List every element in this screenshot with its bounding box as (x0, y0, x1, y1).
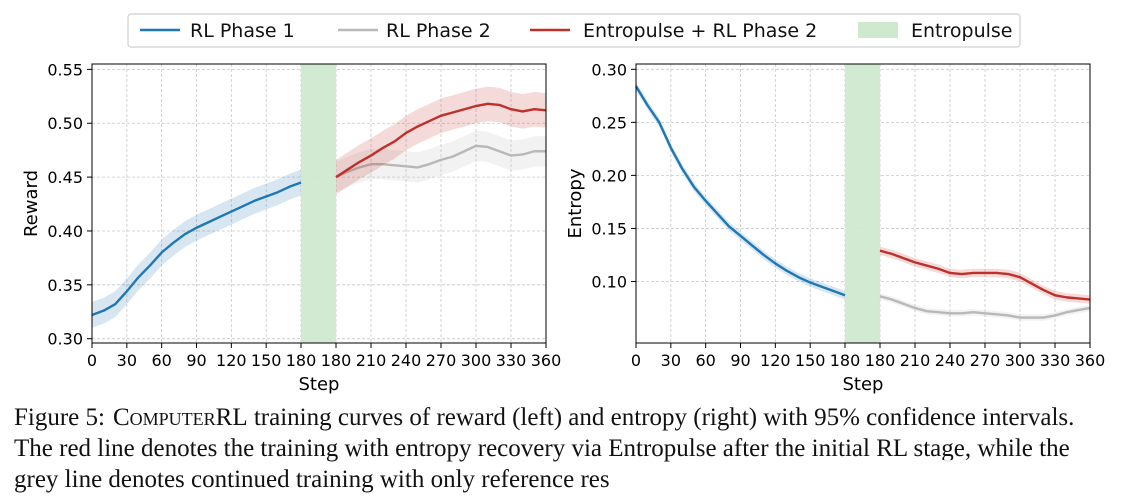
x-axis-label: Step (843, 374, 884, 395)
x-tick-label-9: 240 (935, 351, 966, 370)
legend-label-0: RL Phase 1 (190, 20, 295, 42)
y-tick-label-2: 0.20 (591, 166, 627, 185)
x-tick-label-5: 150 (795, 351, 826, 370)
x-tick-label-5: 150 (251, 351, 282, 370)
x-tick-label-13: 360 (531, 351, 562, 370)
y-tick-label-3: 0.45 (47, 168, 83, 187)
entropy-chart: 0.100.150.200.250.300 30 60 90 120 150 180 180 2… (565, 60, 1105, 395)
x-tick-label-0: 0 (87, 351, 97, 370)
reward-chart: 0.300.350.400.450.500.550 30 60 90 120 150 180… (21, 60, 561, 395)
x-tick-label-9: 240 (391, 351, 422, 370)
caption-text: training curves of reward (left) and ent… (14, 404, 1075, 493)
x-axis-label: Step (299, 374, 340, 395)
x-tick-label-8: 210 (356, 351, 387, 370)
series-entropulse-rl-phase-2 (879, 246, 1091, 304)
x-tick-label-10: 270 (426, 351, 457, 370)
legend-swatch-3 (858, 22, 898, 38)
x-tick-label-6: 180 (286, 351, 317, 370)
x-tick-label-0: 0 (631, 351, 641, 370)
x-tick-label-6: 180 (830, 351, 861, 370)
entropulse-region (301, 64, 336, 343)
x-tick-label-1: 30 (117, 351, 137, 370)
x-tick-label-3: 90 (730, 351, 750, 370)
axes-frame (91, 63, 547, 344)
legend: RL Phase 1 RL Phase 2 Entropulse + RL Phas… (127, 13, 1021, 48)
y-axis-label: Entropy (565, 168, 586, 238)
y-tick-label-1: 0.35 (47, 276, 83, 295)
confidence-band (880, 246, 1090, 304)
x-tick-label-7: 180 (865, 351, 896, 370)
series-rl-phase-2 (335, 130, 547, 193)
legend-label-1: RL Phase 2 (386, 20, 491, 42)
legend-frame (127, 13, 1021, 48)
x-tick-label-2: 60 (151, 351, 171, 370)
confidence-band (92, 169, 301, 328)
figure-caption: Figure 5: ComputerRL training curves of r… (14, 402, 1118, 495)
x-tick-label-4: 120 (760, 351, 791, 370)
x-tick-label-11: 300 (1005, 351, 1036, 370)
y-tick-label-3: 0.25 (591, 113, 627, 132)
x-tick-label-4: 120 (216, 351, 247, 370)
figure: RL Phase 1 RL Phase 2 Entropulse + RL Phas… (21, 13, 1105, 395)
x-tick-label-8: 210 (900, 351, 931, 370)
x-tick-label-2: 60 (695, 351, 715, 370)
y-axis-label: Reward (21, 170, 42, 237)
x-tick-label-10: 270 (970, 351, 1001, 370)
confidence-band (880, 293, 1090, 321)
y-tick-label-1: 0.15 (591, 219, 627, 238)
entropulse-region (845, 64, 880, 343)
y-tick-label-4: 0.50 (47, 114, 83, 133)
y-tick-label-0: 0.30 (47, 330, 83, 349)
x-tick-label-1: 30 (661, 351, 681, 370)
caption-system-name: ComputerRL (112, 404, 248, 431)
x-tick-label-13: 360 (1075, 351, 1106, 370)
x-tick-label-11: 300 (461, 351, 492, 370)
legend-label-2: Entropulse + RL Phase 2 (583, 20, 817, 42)
caption-fade-overlay (840, 460, 1130, 504)
x-tick-label-7: 180 (321, 351, 352, 370)
x-tick-label-12: 330 (1040, 351, 1071, 370)
y-tick-label-0: 0.10 (591, 272, 627, 291)
y-tick-label-4: 0.30 (591, 60, 627, 79)
x-tick-label-12: 330 (496, 351, 527, 370)
x-tick-label-3: 90 (186, 351, 206, 370)
y-tick-label-2: 0.40 (47, 222, 83, 241)
caption-label: Figure 5: (14, 404, 105, 431)
confidence-band (336, 86, 546, 195)
series-entropulse-rl-phase-2 (335, 86, 547, 195)
axes-frame (635, 63, 1091, 344)
confidence-band (336, 130, 546, 193)
legend-label-3: Entropulse (911, 20, 1013, 42)
y-tick-label-5: 0.55 (47, 60, 83, 79)
